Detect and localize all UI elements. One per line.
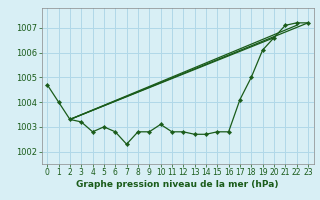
X-axis label: Graphe pression niveau de la mer (hPa): Graphe pression niveau de la mer (hPa) xyxy=(76,180,279,189)
